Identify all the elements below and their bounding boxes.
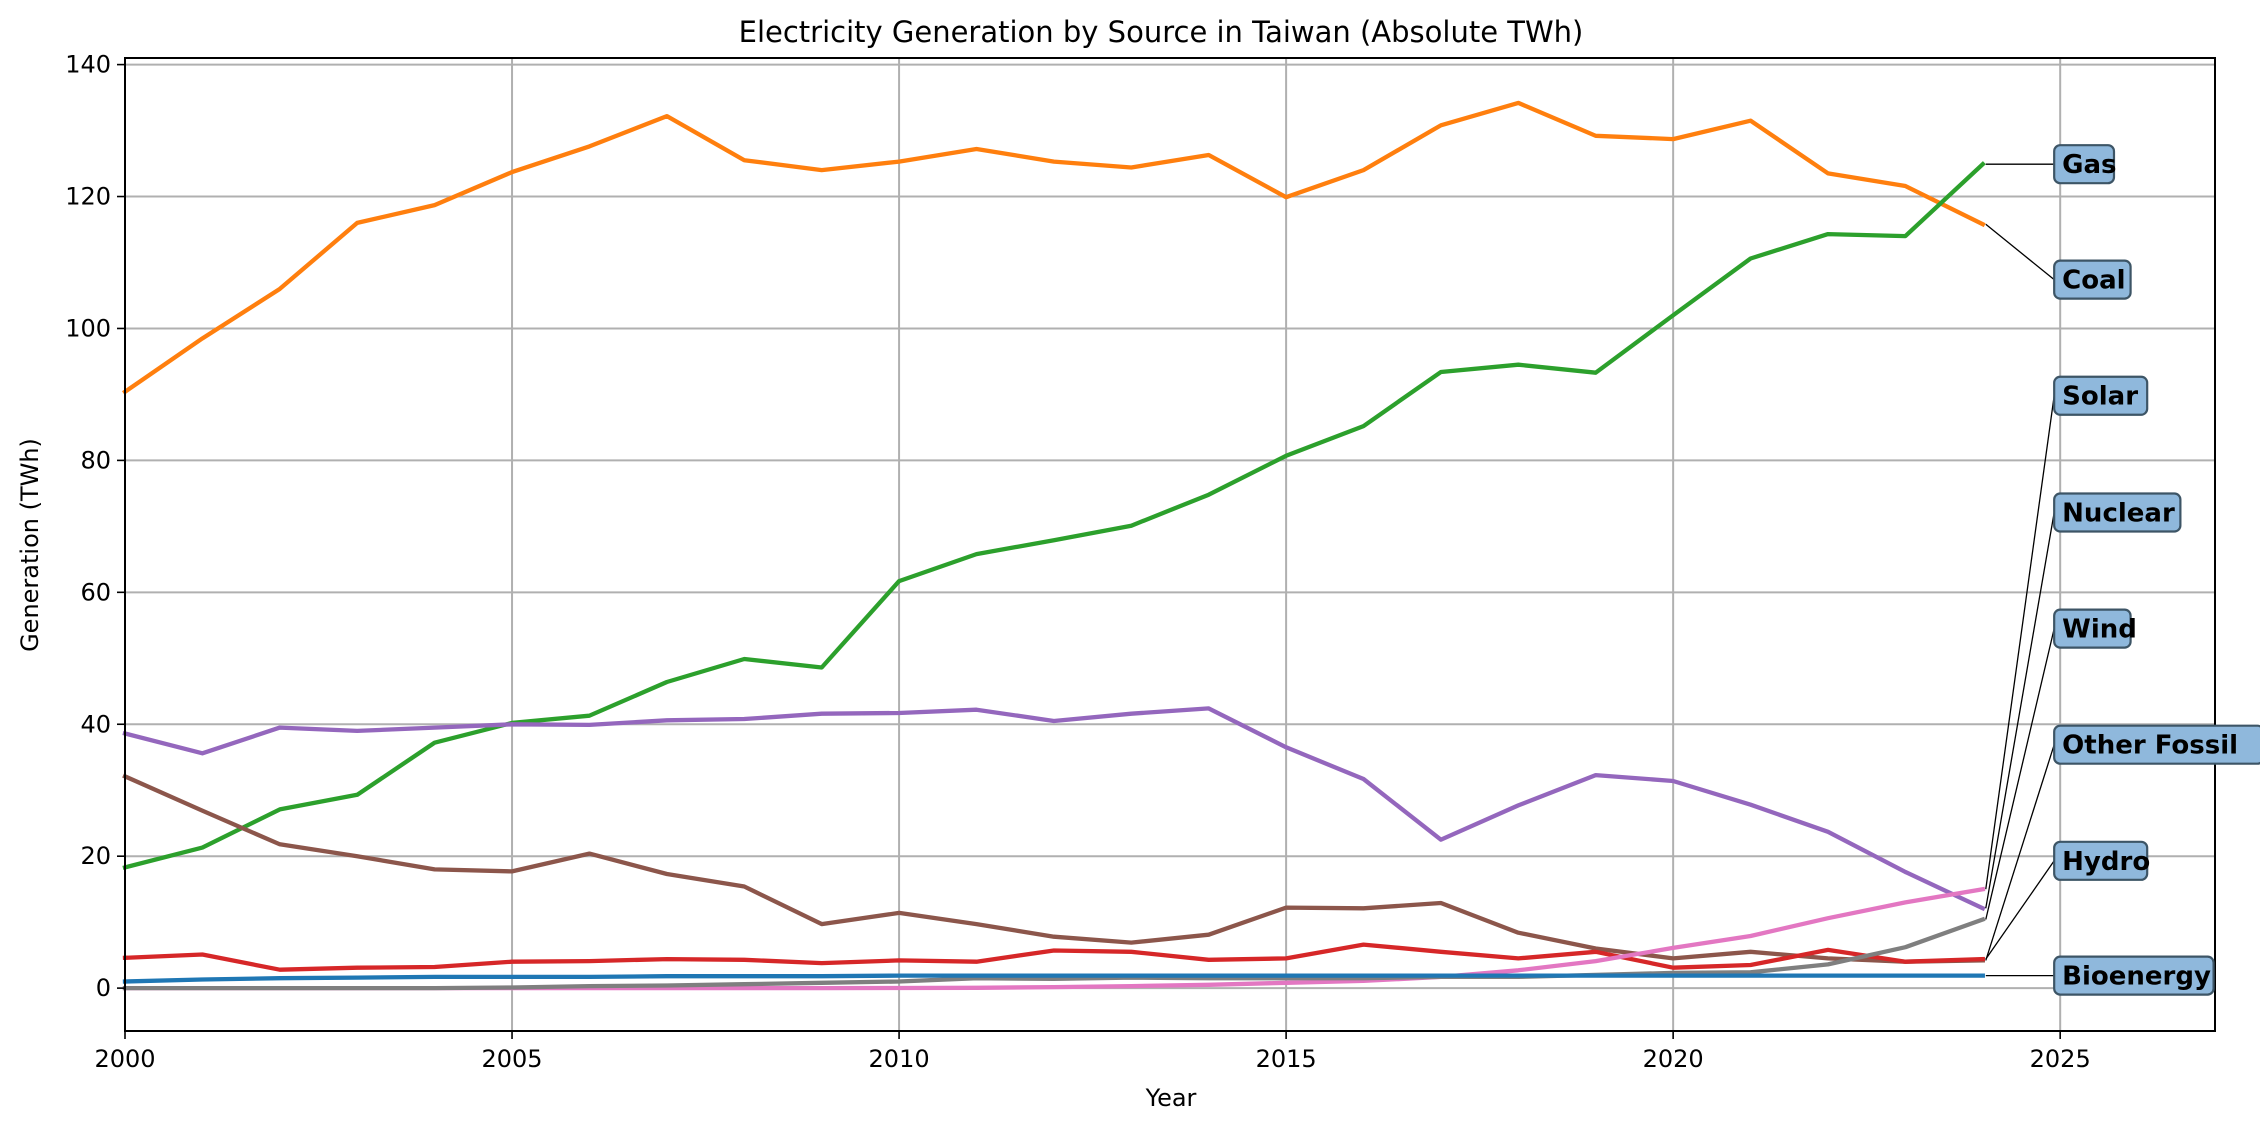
series-label-hydro: Hydro xyxy=(2062,847,2150,877)
x-tick-label: 2025 xyxy=(2030,1045,2091,1073)
y-tick-label: 80 xyxy=(80,446,111,474)
leader-line-nuclear xyxy=(1985,512,2055,909)
y-tick-label: 120 xyxy=(65,183,111,211)
x-tick-label: 2000 xyxy=(94,1045,155,1073)
x-tick-label: 2015 xyxy=(1256,1045,1317,1073)
end-labels: Gas Coal Solar Nuclear Wind Other Fossil Hydro… xyxy=(1985,144,2260,996)
series-label-other-fossil: Other Fossil xyxy=(2062,731,2238,761)
label-box-nuclear xyxy=(2053,492,2182,533)
label-box-bioenergy xyxy=(2053,955,2215,996)
series-label-bioenergy: Bioenergy xyxy=(2062,962,2211,992)
y-axis-ticks: 0 20 40 60 80 100 120 140 xyxy=(65,51,125,1002)
y-tick-label: 0 xyxy=(96,974,111,1002)
plot-frame xyxy=(124,57,2216,1032)
series-line-coal xyxy=(122,100,1986,395)
leader-line-hydro xyxy=(1985,860,2055,960)
series-line-gas xyxy=(122,161,1986,871)
y-axis-label: Generation (TWh) xyxy=(16,438,44,652)
series-label-gas: Gas xyxy=(2062,150,2116,180)
label-box-solar xyxy=(2053,375,2149,416)
series-line-nuclear xyxy=(122,706,1986,912)
series-label-coal: Coal xyxy=(2062,266,2125,296)
series-label-wind: Wind xyxy=(2062,615,2137,645)
leader-line-other-fossil xyxy=(1985,744,2055,961)
leader-line-solar xyxy=(1985,395,2055,890)
series-lines xyxy=(122,100,1986,991)
series-line-hydro xyxy=(122,942,1986,972)
leader-line-coal xyxy=(1985,223,2055,281)
label-box-wind xyxy=(2053,608,2132,649)
chart-title: Electricity Generation by Source in Taiw… xyxy=(739,15,1584,49)
y-tick-label: 140 xyxy=(65,51,111,79)
series-line-wind xyxy=(122,916,1986,991)
series-line-other-fossil xyxy=(122,773,1985,964)
label-box-coal xyxy=(2053,259,2132,300)
y-tick-label: 40 xyxy=(80,710,111,738)
series-line-bioenergy xyxy=(122,973,1985,984)
x-tick-label: 2005 xyxy=(481,1045,542,1073)
y-tick-label: 100 xyxy=(65,314,111,342)
label-box-gas xyxy=(2053,144,2116,185)
x-tick-label: 2010 xyxy=(869,1045,930,1073)
label-box-hydro xyxy=(2053,840,2149,881)
series-label-solar: Solar xyxy=(2062,382,2138,412)
series-label-nuclear: Nuclear xyxy=(2062,499,2175,529)
x-axis-ticks: 2000 2005 2010 2015 2020 2025 xyxy=(94,1031,2091,1073)
y-tick-label: 20 xyxy=(80,842,111,870)
x-axis-label: Year xyxy=(1145,1084,1197,1112)
y-tick-label: 60 xyxy=(80,578,111,606)
leader-line-wind xyxy=(1985,628,2055,920)
label-box-other-fossil xyxy=(2053,724,2260,765)
x-tick-label: 2020 xyxy=(1643,1045,1704,1073)
grid xyxy=(124,58,2215,1031)
